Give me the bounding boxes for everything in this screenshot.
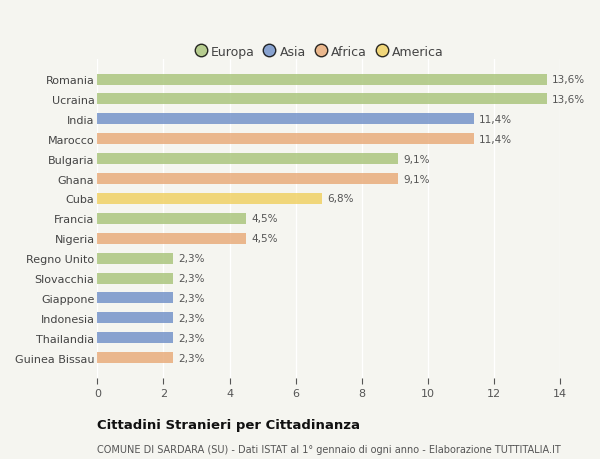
- Bar: [97, 114, 474, 125]
- Bar: [97, 233, 246, 244]
- Bar: [97, 94, 547, 105]
- Bar: [97, 154, 398, 165]
- Bar: [97, 253, 173, 264]
- Text: 4,5%: 4,5%: [251, 234, 278, 244]
- Bar: [97, 353, 173, 364]
- Bar: [97, 174, 398, 185]
- Text: 2,3%: 2,3%: [178, 333, 205, 343]
- Text: 2,3%: 2,3%: [178, 253, 205, 263]
- Bar: [97, 194, 322, 204]
- Text: 13,6%: 13,6%: [552, 75, 585, 85]
- Legend: Europa, Asia, Africa, America: Europa, Asia, Africa, America: [191, 41, 448, 64]
- Text: 11,4%: 11,4%: [479, 115, 512, 124]
- Text: 9,1%: 9,1%: [403, 154, 430, 164]
- Text: 2,3%: 2,3%: [178, 293, 205, 303]
- Text: 9,1%: 9,1%: [403, 174, 430, 184]
- Text: Cittadini Stranieri per Cittadinanza: Cittadini Stranieri per Cittadinanza: [97, 419, 360, 431]
- Text: COMUNE DI SARDARA (SU) - Dati ISTAT al 1° gennaio di ogni anno - Elaborazione TU: COMUNE DI SARDARA (SU) - Dati ISTAT al 1…: [97, 444, 561, 454]
- Bar: [97, 213, 246, 224]
- Text: 6,8%: 6,8%: [327, 194, 353, 204]
- Bar: [97, 134, 474, 145]
- Text: 4,5%: 4,5%: [251, 214, 278, 224]
- Bar: [97, 332, 173, 343]
- Text: 13,6%: 13,6%: [552, 95, 585, 105]
- Text: 2,3%: 2,3%: [178, 353, 205, 363]
- Bar: [97, 273, 173, 284]
- Text: 2,3%: 2,3%: [178, 313, 205, 323]
- Bar: [97, 74, 547, 85]
- Text: 2,3%: 2,3%: [178, 274, 205, 283]
- Text: 11,4%: 11,4%: [479, 134, 512, 145]
- Bar: [97, 293, 173, 304]
- Bar: [97, 313, 173, 324]
